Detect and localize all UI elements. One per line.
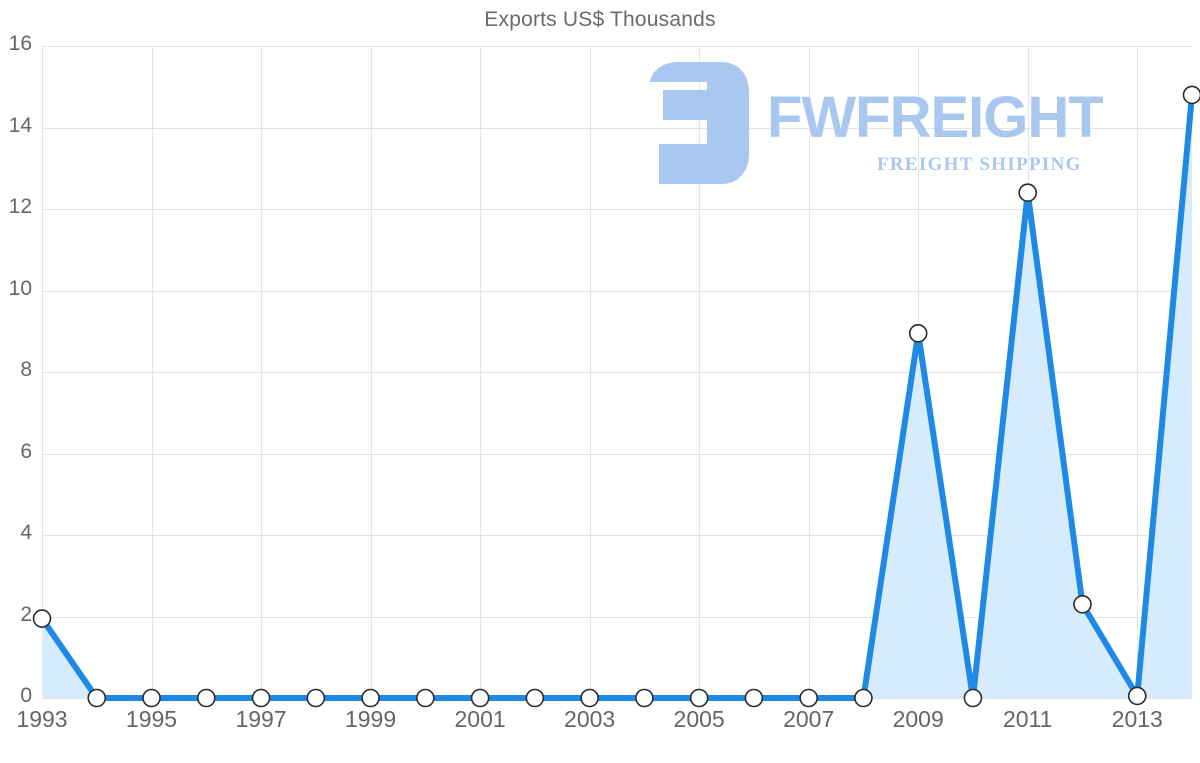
data-point-marker[interactable] [416,688,435,708]
y-axis-tick-label: 14 [8,113,32,137]
y-axis-tick-label: 10 [8,276,32,300]
data-point-marker[interactable] [1018,183,1038,202]
data-point-markers [32,85,1200,708]
x-axis-tick-label: 1999 [344,706,397,732]
gridline-horizontal [42,127,1192,129]
gridline-horizontal [42,616,1192,618]
area-fill [42,94,1192,698]
y-axis-tick-label: 0 [20,684,32,707]
data-point-marker[interactable] [799,688,818,708]
y-axis-tick-label: 8 [20,358,32,381]
data-point-marker[interactable] [196,688,216,708]
gridline-vertical [151,46,153,698]
x-axis-tick-label: 2009 [892,706,944,732]
x-axis-tick-label: 2013 [1111,706,1163,732]
x-axis-tick-label: 2007 [783,706,835,732]
data-point-marker[interactable] [744,688,764,708]
y-axis-tick-label: 4 [20,521,32,544]
gridline-horizontal [42,453,1192,455]
gridline-horizontal [42,290,1192,292]
data-point-marker[interactable] [470,688,490,708]
y-axis-tick-label: 12 [8,195,32,218]
data-point-marker[interactable] [963,688,983,708]
series-line [39,91,1195,701]
gridline-vertical [370,46,372,698]
data-point-marker[interactable] [142,688,161,708]
gridline-vertical [699,46,701,698]
gridline-vertical [42,46,43,698]
x-axis-tick-label: 2005 [673,706,725,732]
y-axis-tick-label: 6 [20,439,32,463]
gridline-vertical [808,46,810,698]
data-point-marker[interactable] [1127,686,1147,706]
gridline-horizontal [42,209,1192,210]
data-point-marker[interactable] [32,609,52,628]
y-axis-tick-label: 16 [8,32,32,55]
data-point-marker[interactable] [525,688,545,708]
x-axis-tick-label: 2011 [1002,706,1053,732]
data-point-marker[interactable] [635,688,654,708]
data-point-marker[interactable] [854,688,873,708]
x-axis-tick-label: 2003 [564,706,616,732]
data-point-marker[interactable] [689,688,709,708]
data-point-marker[interactable] [361,688,380,708]
x-axis-tick-label: 2001 [454,706,506,732]
gridline-vertical [261,46,263,698]
x-axis-tick-label: 1997 [235,706,287,732]
chart-title: Exports US$ Thousands [484,8,716,31]
data-point-marker[interactable] [306,688,326,708]
gridline-vertical [589,46,591,698]
gridline-horizontal [42,535,1192,536]
data-point-marker[interactable] [1073,594,1092,614]
data-point-marker[interactable] [87,688,107,708]
data-point-marker[interactable] [908,323,928,343]
gridline-horizontal [42,372,1192,373]
x-axis-tick-label: 1995 [125,706,178,732]
gridline-vertical [1137,46,1139,698]
gridline-horizontal [42,46,1192,47]
data-point-marker[interactable] [251,688,271,708]
data-point-marker[interactable] [1182,85,1200,105]
x-axis-tick-label: 1993 [16,706,68,732]
y-axis-tick-label: 2 [20,602,32,626]
data-point-marker[interactable] [580,688,599,708]
gridline-vertical [480,46,482,698]
